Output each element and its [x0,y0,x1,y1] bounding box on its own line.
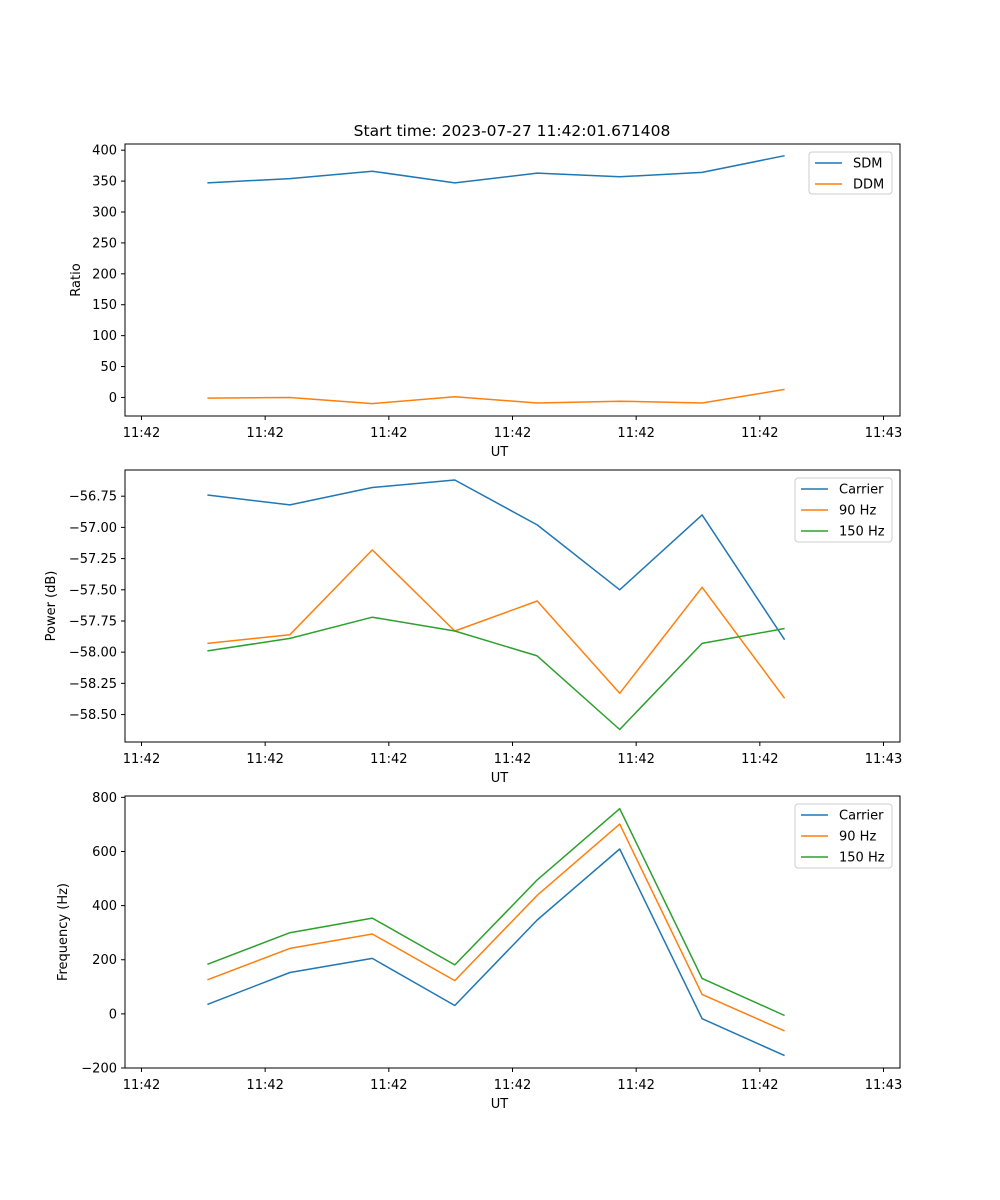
y-tick-label: −58.25 [69,677,117,692]
legend: Carrier 90 Hz 150 Hz [794,477,893,543]
y-tick-label: 50 [100,360,117,375]
plots: 11:42 11:42 11:42 11:42 11:42 11:42 11:43 0 50 10… [44,143,902,1112]
subplot-3: 11:42 11:42 11:42 11:42 11:42 11:42 11:43 −200 0… [56,791,902,1112]
legend-label-90-hz: 90 Hz [839,830,876,845]
y-tick-label: −58.00 [69,646,117,661]
subplot-2: 11:42 11:42 11:42 11:42 11:42 11:42 11:43 −58.5… [44,469,902,786]
x-tick-label: 11:42 [123,1078,160,1093]
x-tick-label: 11:42 [494,1078,531,1093]
y-axis-label: Ratio [69,263,84,296]
legend-label-carrier: Carrier [839,809,884,824]
series-line-carrier [207,848,785,1057]
y-tick-label: 800 [92,791,117,806]
subplot-1: 11:42 11:42 11:42 11:42 11:42 11:42 11:43 0 50 10… [69,143,902,460]
x-tick-label: 11:42 [494,426,531,441]
y-tick-label: 0 [109,391,117,406]
x-tick-label: 11:42 [370,426,407,441]
x-tick-label: 11:42 [123,426,160,441]
legend-box [794,477,893,543]
x-tick-label: 11:42 [617,426,654,441]
y-tick-label: −58.50 [69,708,117,723]
y-tick-label: −57.00 [69,521,117,536]
x-tick-label: 11:42 [370,752,407,767]
y-tick-label: 350 [92,175,117,190]
y-tick-label: −57.25 [69,552,117,567]
y-tick-label: −57.75 [69,614,117,629]
y-tick-label: 100 [92,329,117,344]
y-tick-label: −56.75 [69,490,117,505]
legend-label-150-hz: 150 Hz [839,851,885,866]
series-line-ddm [207,388,785,405]
x-axis-label: UT [491,771,509,786]
x-tick-label: 11:42 [494,752,531,767]
x-tick-label: 11:42 [741,1078,778,1093]
legend-label-carrier: Carrier [839,483,884,498]
legend-label-ddm: DDM [853,178,884,193]
series-line-150-hz [207,807,785,1017]
x-axis-label: UT [491,1097,509,1112]
legend-label-sdm: SDM [853,157,882,172]
y-axis-label: Frequency (Hz) [56,883,71,981]
x-tick-label: 11:43 [865,752,902,767]
x-tick-label: 11:42 [246,752,283,767]
y-tick-label: 0 [109,1007,117,1022]
series-line-sdm [207,154,785,184]
series-line-carrier [207,479,786,641]
x-axis-label: UT [491,445,509,460]
y-tick-label: 200 [92,267,117,282]
y-tick-label: −57.50 [69,583,117,598]
y-tick-label: 150 [92,298,117,313]
y-tick-label: 400 [92,144,117,159]
y-tick-label: 200 [92,953,117,968]
series-line-90-hz [207,823,785,1032]
y-tick-label: 400 [92,899,117,914]
x-tick-label: 11:42 [741,426,778,441]
x-tick-label: 11:42 [741,752,778,767]
x-tick-label: 11:42 [617,1078,654,1093]
x-tick-label: 11:42 [370,1078,407,1093]
y-tick-label: 300 [92,206,117,221]
x-tick-label: 11:43 [865,1078,902,1093]
legend-label-90-hz: 90 Hz [839,504,876,519]
series-line-150-hz [207,616,785,731]
x-tick-label: 11:42 [246,426,283,441]
y-tick-label: 250 [92,236,117,251]
x-tick-label: 11:42 [246,1078,283,1093]
legend-label-150-hz: 150 Hz [839,525,885,540]
y-tick-label: −200 [81,1062,117,1077]
x-tick-label: 11:42 [617,752,654,767]
y-tick-label: 600 [92,845,117,860]
y-axis-label: Power (dB) [44,571,59,642]
legend: SDM DDM [808,151,893,195]
x-tick-label: 11:42 [123,752,160,767]
series-line-90-hz [207,549,786,699]
legend: Carrier 90 Hz 150 Hz [794,803,893,869]
figure-title: Start time: 2023-07-27 11:42:01.671408 [354,122,671,140]
legend-box [794,803,893,869]
x-tick-label: 11:43 [865,426,902,441]
